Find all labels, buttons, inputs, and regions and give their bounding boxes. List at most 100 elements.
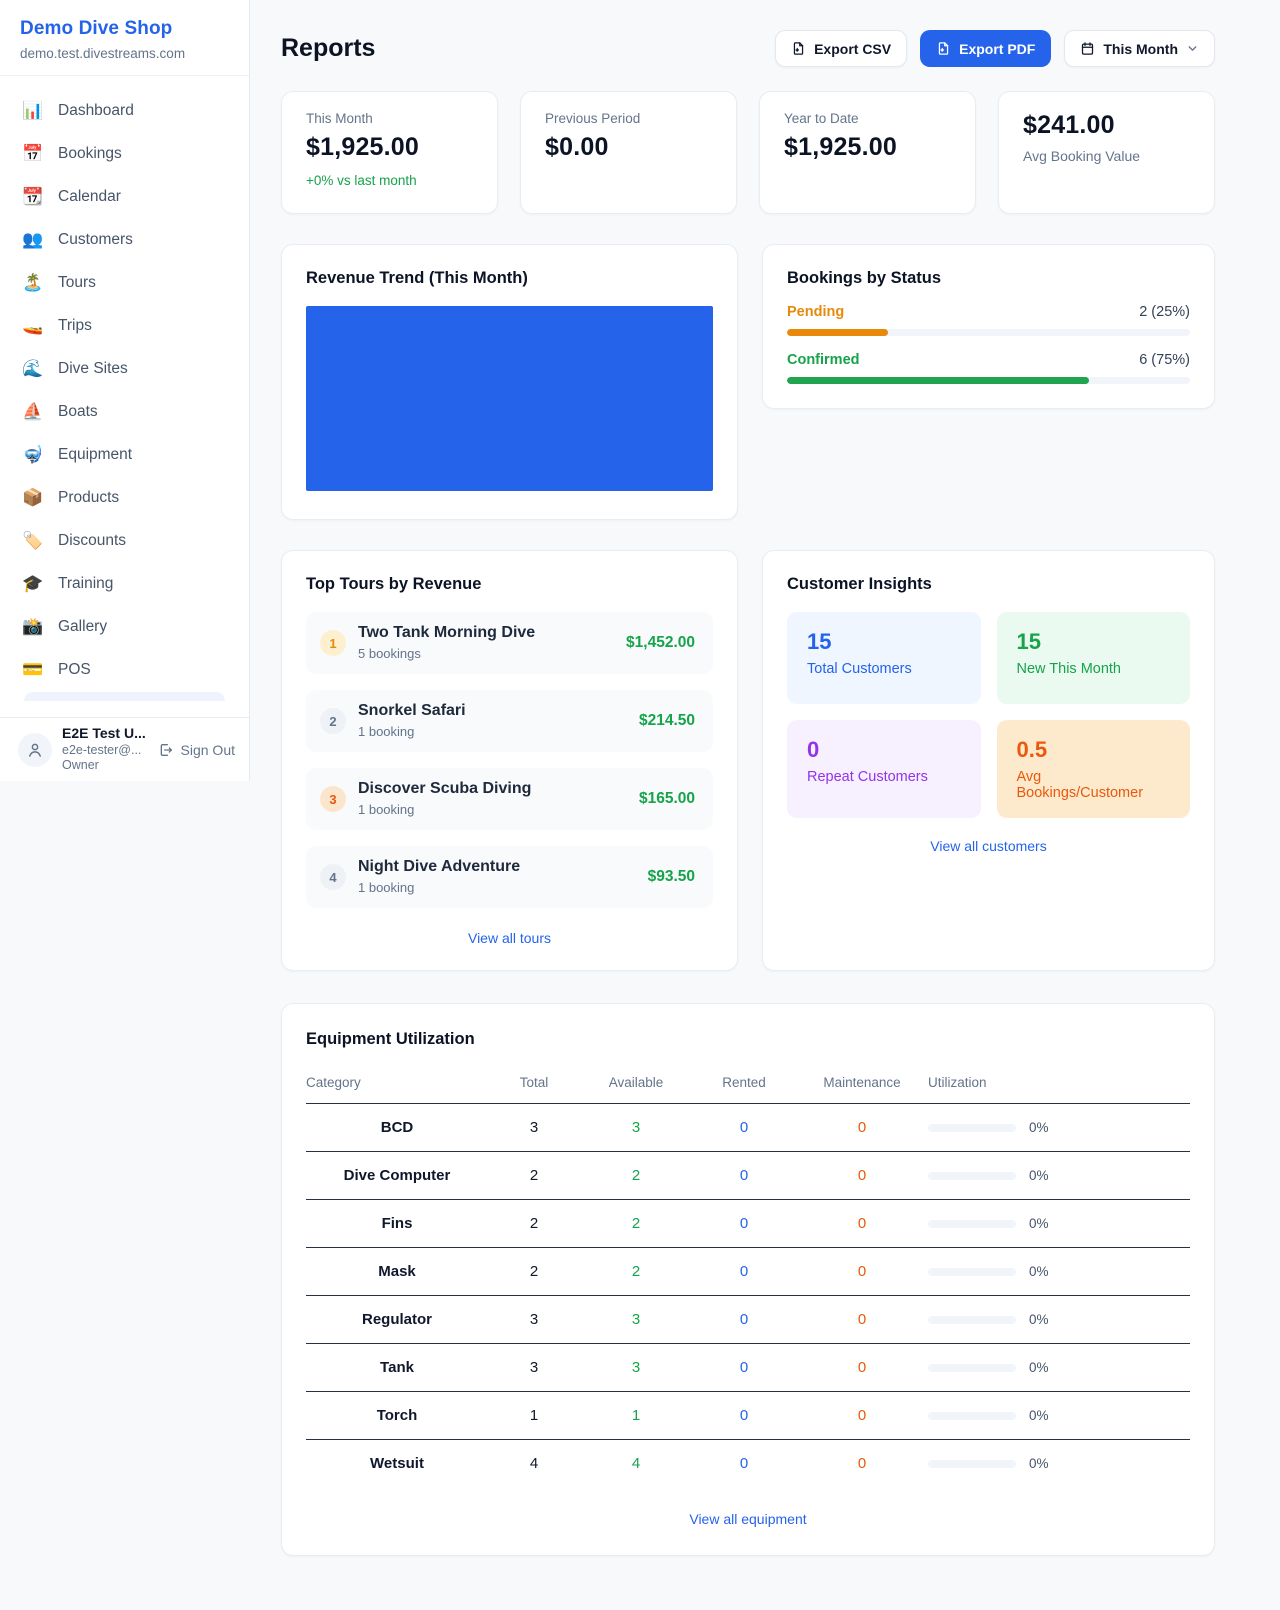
- shop-domain: demo.test.divestreams.com: [20, 46, 186, 61]
- utilization-bar: [928, 1315, 1016, 1324]
- user-role: Owner: [62, 758, 99, 773]
- sidebar-item-pos[interactable]: 💳 POS: [22, 660, 91, 679]
- person-icon: [29, 743, 41, 757]
- tag-icon: 🏷️: [22, 531, 44, 550]
- speedboat-icon: 🚤: [22, 316, 44, 335]
- stats-row: This Month $1,925.00 +0% vs last month P…: [281, 91, 1215, 214]
- top-tours-title: Top Tours by Revenue: [306, 575, 482, 593]
- table-row: Mask 2 2 0 0 0%: [306, 1247, 1190, 1296]
- revenue-trend-chart: [306, 306, 713, 491]
- sidebar-nav: 📊 Dashboard 📅 Bookings 📆 Calendar 👥 Customer…: [0, 76, 249, 701]
- rank-badge: 3: [320, 786, 346, 812]
- stat-card-previous-period: Previous Period $0.00: [520, 91, 737, 214]
- sidebar-item-reports-partial[interactable]: [24, 692, 225, 701]
- people-icon: 👥: [22, 230, 44, 249]
- sidebar-item-boats[interactable]: ⛵ Boats: [22, 402, 98, 421]
- equipment-utilization-card: Equipment Utilization Category Total Ava…: [281, 1003, 1215, 1556]
- utilization-bar: [928, 1363, 1016, 1372]
- table-row: Fins 2 2 0 0 0%: [306, 1199, 1190, 1248]
- stat-value: $1,925.00: [784, 133, 898, 161]
- export-csv-button[interactable]: Export CSV: [775, 30, 908, 67]
- top-tours-card: Top Tours by Revenue 1 Two Tank Morning …: [281, 550, 738, 971]
- graduation-cap-icon: 🎓: [22, 574, 44, 593]
- camera-icon: 📸: [22, 617, 44, 636]
- sidebar-item-trips[interactable]: 🚤 Trips: [22, 316, 92, 335]
- bar-chart-icon: 📊: [22, 101, 44, 120]
- wave-icon: 🌊: [22, 359, 44, 378]
- rank-badge: 2: [320, 708, 346, 734]
- view-all-equipment-link[interactable]: View all equipment: [689, 1511, 807, 1527]
- user-footer: E2E Test U... e2e-tester@... Owner Sign …: [0, 717, 249, 781]
- avatar: [18, 732, 52, 767]
- progress-fill-pending: [787, 329, 888, 336]
- brand-block: Demo Dive Shop demo.test.divestreams.com: [0, 0, 249, 76]
- utilization-bar: [928, 1171, 1016, 1180]
- sidebar-item-equipment[interactable]: 🤿 Equipment: [22, 445, 133, 464]
- table-row: Tank 3 3 0 0 0%: [306, 1343, 1190, 1392]
- equipment-table: Category Total Available Rented Maintena…: [306, 1063, 1190, 1487]
- sign-out-button[interactable]: Sign Out: [158, 742, 235, 758]
- sign-out-icon: [160, 743, 172, 756]
- revenue-trend-title: Revenue Trend (This Month): [306, 269, 528, 287]
- table-header-row: Category Total Available Rented Maintena…: [306, 1063, 1190, 1104]
- stat-delta: +0% vs last month: [306, 173, 417, 188]
- table-row: BCD 3 3 0 0 0%: [306, 1103, 1190, 1152]
- tour-row: 1 Two Tank Morning Dive 5 bookings $1,45…: [306, 612, 713, 674]
- main-content: Reports Export CSV Export PDF This Month…: [281, 0, 1215, 1556]
- table-row: Wetsuit 4 4 0 0 0%: [370, 1455, 1049, 1472]
- sidebar-item-discounts[interactable]: 🏷️ Discounts: [22, 531, 127, 550]
- progress-track: [787, 377, 1190, 384]
- bookings-status-card: Bookings by Status Pending 2 (25%) Confi…: [762, 244, 1215, 409]
- sidebar-item-dashboard[interactable]: 📊 Dashboard: [22, 101, 134, 120]
- insights-row: Top Tours by Revenue 1 Two Tank Morning …: [281, 550, 1215, 971]
- bookings-status-title: Bookings by Status: [787, 269, 942, 287]
- rank-badge: 1: [320, 630, 346, 656]
- diving-mask-icon: 🤿: [22, 445, 44, 464]
- sidebar-item-calendar[interactable]: 📆 Calendar: [22, 187, 121, 206]
- utilization-bar: [928, 1219, 1016, 1228]
- utilization-bar: [928, 1267, 1016, 1276]
- customer-insights-title: Customer Insights: [787, 575, 932, 593]
- sidebar-item-tours[interactable]: 🏝️ Tours: [22, 273, 96, 292]
- island-icon: 🏝️: [22, 273, 44, 292]
- insight-tile-repeat-customers: 0 Repeat Customers: [787, 720, 981, 818]
- sidebar-item-bookings[interactable]: 📅 Bookings: [22, 144, 122, 163]
- tour-row: 4 Night Dive Adventure 1 booking $93.50: [306, 846, 713, 908]
- status-row-confirmed: Confirmed 6 (75%): [787, 352, 1190, 384]
- rank-badge: 4: [320, 864, 346, 890]
- charts-row: Revenue Trend (This Month) Bookings by S…: [281, 244, 1215, 520]
- utilization-bar: [928, 1411, 1016, 1420]
- export-pdf-button[interactable]: Export PDF: [920, 30, 1052, 67]
- user-name: E2E Test U...: [62, 725, 146, 742]
- file-download-icon: [938, 42, 949, 55]
- shop-name: Demo Dive Shop: [20, 18, 173, 39]
- sidebar-item-products[interactable]: 📦 Products: [22, 488, 120, 507]
- customer-insights-card: Customer Insights 15 Total Customers 15 …: [762, 550, 1215, 971]
- stat-card-this-month: This Month $1,925.00 +0% vs last month: [281, 91, 498, 214]
- utilization-bar: [928, 1123, 1016, 1132]
- progress-track: [787, 329, 1190, 336]
- table-row: Torch 1 1 0 0 0%: [306, 1391, 1190, 1440]
- sidebar-item-gallery[interactable]: 📸 Gallery: [22, 617, 108, 636]
- utilization-bar: [928, 1459, 1016, 1468]
- sidebar-item-training[interactable]: 🎓 Training: [22, 574, 114, 593]
- stat-card-year-to-date: Year to Date $1,925.00: [759, 91, 976, 214]
- tour-row: 3 Discover Scuba Diving 1 booking $165.0…: [306, 768, 713, 830]
- chevron-down-icon: [1188, 46, 1197, 51]
- stat-value: $0.00: [545, 133, 609, 161]
- revenue-trend-card: Revenue Trend (This Month): [281, 244, 738, 520]
- sailboat-icon: ⛵: [22, 402, 44, 421]
- package-icon: 📦: [22, 488, 44, 507]
- view-all-customers-link[interactable]: View all customers: [930, 838, 1047, 854]
- calendar-date-icon: 📅: [22, 144, 44, 163]
- stat-card-avg-booking-value: $241.00 Avg Booking Value: [998, 91, 1215, 214]
- sidebar-item-customers[interactable]: 👥 Customers: [22, 230, 133, 249]
- view-all-tours-link[interactable]: View all tours: [467, 930, 551, 946]
- sidebar-item-dive-sites[interactable]: 🌊 Dive Sites: [22, 359, 128, 378]
- table-row: Regulator 3 3 0 0 0%: [306, 1295, 1190, 1344]
- sidebar: Demo Dive Shop demo.test.divestreams.com…: [0, 0, 250, 781]
- insight-tile-new-this-month: 15 New This Month: [996, 612, 1190, 704]
- calendar-icon: [1082, 42, 1094, 55]
- page-title: Reports: [281, 34, 376, 62]
- period-dropdown[interactable]: This Month: [1064, 30, 1215, 67]
